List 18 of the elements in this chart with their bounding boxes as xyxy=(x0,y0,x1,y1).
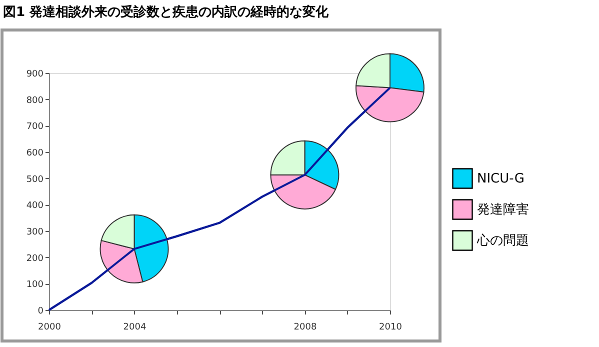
x-tick-label: 2008 xyxy=(294,322,317,332)
x-tick-label: 2004 xyxy=(123,322,146,332)
x-tick-label: 2000 xyxy=(38,322,62,332)
y-tick-label: 300 xyxy=(26,228,44,238)
legend-label: NICU-G xyxy=(477,172,524,186)
y-tick-label: 500 xyxy=(26,174,44,185)
y-tick-label: 900 xyxy=(26,70,44,80)
y-tick-label: 100 xyxy=(26,280,44,290)
y-tick-label: 600 xyxy=(26,148,44,158)
y-tick-label: 400 xyxy=(26,201,44,212)
y-tick-label: 700 xyxy=(26,122,44,132)
y-tick-label: 0 xyxy=(38,306,44,316)
y-tick-label: 800 xyxy=(26,96,44,106)
y-tick-label: 200 xyxy=(26,254,44,264)
legend-label: 発達障害 xyxy=(477,202,529,218)
legend-label: 心の問題 xyxy=(476,232,529,248)
x-tick-label: 2010 xyxy=(379,322,402,332)
chart-title: 図1 発達相談外来の受診数と疾患の内訳の経時的な変化 xyxy=(3,4,330,20)
